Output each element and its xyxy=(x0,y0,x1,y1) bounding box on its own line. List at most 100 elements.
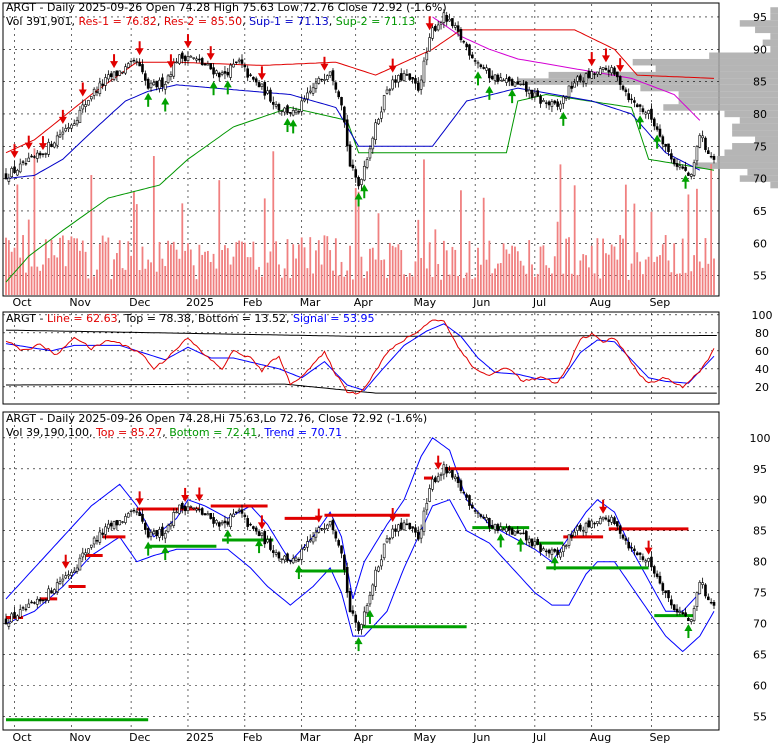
trend-candle-body xyxy=(323,528,326,530)
volume-bar xyxy=(531,264,533,295)
trend-candle-body xyxy=(320,528,323,530)
trend-candle-body xyxy=(163,533,167,539)
price-tick-label: 65 xyxy=(753,205,767,218)
volume-bar xyxy=(252,241,255,295)
volume-bar xyxy=(96,269,98,295)
volume-bar xyxy=(354,188,357,295)
trend-date-label: 2025 xyxy=(186,731,214,744)
sell-arrow xyxy=(425,23,434,31)
candle-body xyxy=(269,89,272,102)
trend-buy-arrow xyxy=(684,624,693,632)
volume-bar xyxy=(397,244,400,295)
candle-body xyxy=(681,166,685,169)
candle-body xyxy=(311,87,315,94)
candle-body xyxy=(635,104,639,108)
trend-candle-body xyxy=(186,506,190,511)
candle-body xyxy=(485,67,488,71)
trend-candle-body xyxy=(21,607,25,609)
sell-arrow xyxy=(10,151,19,159)
trend-candle-body xyxy=(340,545,343,554)
volume-bar xyxy=(704,238,707,295)
candle-body xyxy=(155,80,158,88)
volume-bar xyxy=(135,204,138,295)
candle-body xyxy=(502,79,505,82)
volume-bar xyxy=(346,270,349,295)
candle-body xyxy=(377,119,380,125)
candle-body xyxy=(638,104,642,107)
candle-body xyxy=(44,153,48,155)
trend-candle-body xyxy=(294,557,298,561)
trend-candle-body xyxy=(331,519,335,531)
volume-bar xyxy=(485,259,488,295)
candle-body xyxy=(10,168,13,178)
buy-arrow xyxy=(283,118,292,126)
sell-arrow xyxy=(206,53,215,61)
volume-bar xyxy=(10,251,13,295)
trend-candle-body xyxy=(104,526,107,535)
volume-bar xyxy=(425,268,428,295)
candle-body xyxy=(186,56,190,61)
candle-body xyxy=(590,71,594,79)
candle-body xyxy=(78,109,82,123)
candle-body xyxy=(109,73,113,78)
candle-body xyxy=(343,106,346,123)
volume-bar xyxy=(249,257,252,295)
candle-body xyxy=(129,60,133,63)
trend-candle-body xyxy=(613,517,616,525)
volume-bar xyxy=(622,238,624,295)
date-tick-label: Feb xyxy=(243,296,262,309)
candle-body xyxy=(47,141,50,155)
trend-tick-label: 80 xyxy=(753,556,767,569)
trend-buy-arrow xyxy=(161,546,170,554)
candle-body xyxy=(672,158,676,165)
candle-body xyxy=(283,107,286,113)
trend-candle-body xyxy=(425,503,429,511)
candle-body xyxy=(550,101,554,107)
trend-candle-body xyxy=(109,522,113,527)
candle-body xyxy=(465,43,468,48)
candle-body xyxy=(576,76,579,82)
candle-body xyxy=(564,96,568,99)
trend-candle-body xyxy=(195,508,198,511)
trend-candle-body xyxy=(266,539,269,543)
volume-bar xyxy=(670,272,673,295)
trend-candle-body xyxy=(180,502,184,509)
candle-body xyxy=(425,52,429,61)
candle-body xyxy=(388,89,392,91)
candle-body xyxy=(235,61,238,64)
oscillator-line xyxy=(5,319,715,395)
volume-profile-bar xyxy=(732,130,778,137)
candle-body xyxy=(411,76,414,80)
volume-bar xyxy=(275,241,278,295)
trend-candle-body xyxy=(16,615,19,621)
volume-bar xyxy=(141,246,144,295)
trend-candle-body xyxy=(306,541,309,548)
trend-candle-body xyxy=(303,547,306,550)
volume-bar xyxy=(258,266,260,295)
trend-candle-body xyxy=(328,521,332,526)
candle-body xyxy=(462,41,466,43)
volume-bar xyxy=(241,241,243,295)
price-panel: 55 60 65 70 75 80 85 90 95 Oct Nov Dec 2025 Feb Mar Ap… xyxy=(2,1,778,309)
trend-buy-arrow xyxy=(550,556,559,564)
candle-body xyxy=(345,119,349,147)
volume-bar xyxy=(93,276,96,295)
volume-bar xyxy=(255,269,258,295)
date-tick-label: Apr xyxy=(354,296,374,309)
candle-body xyxy=(542,100,545,103)
volume-bar xyxy=(610,244,613,295)
trend-candle-body xyxy=(152,531,156,535)
trend-candle-body xyxy=(124,516,127,523)
trend-candle-body xyxy=(684,612,687,617)
trend-candle-body xyxy=(4,618,8,625)
volume-bar xyxy=(602,238,605,295)
candle-body xyxy=(149,82,153,89)
candle-body xyxy=(536,90,540,97)
volume-bar xyxy=(221,250,223,295)
volume-bar xyxy=(644,259,647,295)
candle-body xyxy=(451,18,454,27)
volume-bar xyxy=(133,191,135,295)
trend-candle-body xyxy=(126,513,130,518)
candle-body xyxy=(385,89,389,94)
volume-bar xyxy=(212,253,215,295)
